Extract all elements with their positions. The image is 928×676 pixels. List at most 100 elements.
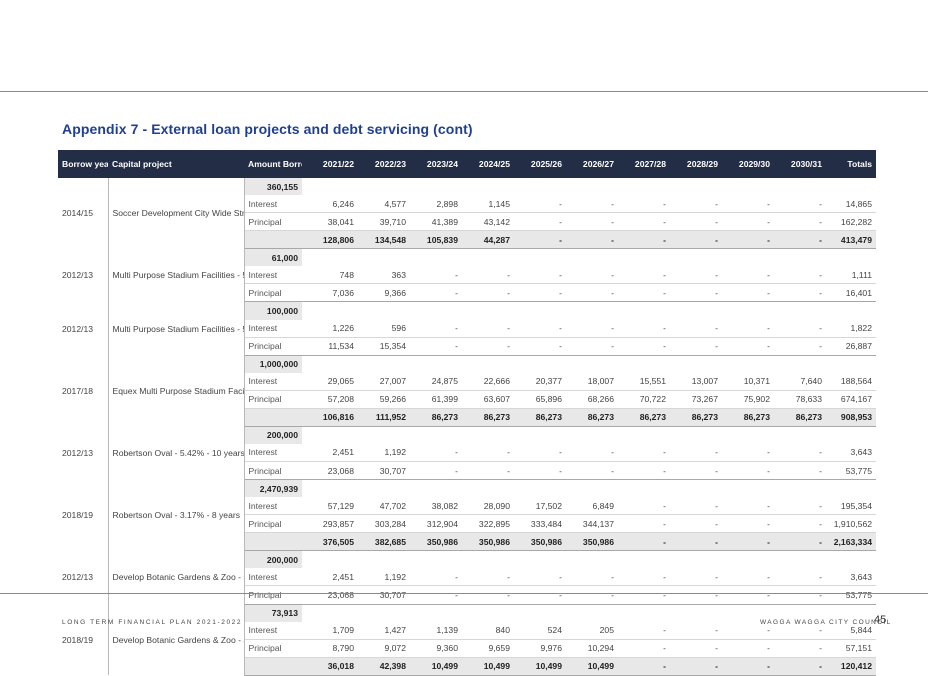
header-year-2028-29: 2028/29	[670, 150, 722, 178]
value-cell: 382,685	[358, 532, 410, 552]
empty-cell	[826, 249, 876, 267]
footer-document-title: LONG TERM FINANCIAL PLAN 2021-2022	[62, 619, 243, 626]
value-cell: 27,007	[358, 372, 410, 391]
amount-borrowed-cell: 100,000	[244, 301, 302, 320]
subtotal-label-cell	[244, 532, 302, 552]
empty-cell	[722, 178, 774, 195]
empty-cell	[462, 480, 514, 498]
value-cell: 312,904	[410, 514, 462, 534]
value-cell: 86,273	[410, 408, 462, 427]
subtotal-label-cell	[244, 230, 302, 250]
value-cell: 17,502	[514, 497, 566, 516]
empty-cell	[462, 178, 514, 195]
value-cell: -	[722, 337, 774, 356]
value-cell: 303,284	[358, 514, 410, 534]
value-cell: -	[514, 443, 566, 462]
value-cell: 10,371	[722, 372, 774, 391]
row-total-cell: 908,953	[826, 408, 876, 427]
value-cell: 10,499	[410, 657, 462, 676]
empty-cell	[410, 355, 462, 373]
value-cell: -	[566, 337, 618, 356]
empty-cell	[722, 302, 774, 320]
row-label-cell: Interest	[244, 195, 302, 214]
row-interest: Interest 748 363- - - - - - - -1,111	[58, 266, 876, 285]
empty-cell	[410, 302, 462, 320]
value-cell: -	[722, 266, 774, 285]
row-principal: Principal 8,790 9,072 9,360 9,659 9,976 10,294…	[58, 639, 876, 658]
header-totals: Totals	[826, 150, 876, 178]
value-cell: -	[722, 639, 774, 658]
value-cell: 840	[462, 621, 514, 640]
value-cell: -	[774, 443, 826, 462]
value-cell: 1,192	[358, 568, 410, 587]
header-year-2030-31: 2030/31	[774, 150, 826, 178]
value-cell: 205	[566, 621, 618, 640]
value-cell: 524	[514, 621, 566, 640]
value-cell: 15,551	[618, 372, 670, 391]
value-cell: 7,640	[774, 372, 826, 391]
borrow-year-cell: 2012/13	[58, 550, 109, 604]
row-label-cell: Interest	[244, 621, 302, 640]
value-cell: 47,702	[358, 497, 410, 516]
value-cell: 86,273	[670, 408, 722, 427]
value-cell: 22,666	[462, 372, 514, 391]
empty-cell	[358, 249, 410, 267]
value-cell: 41,389	[410, 212, 462, 232]
value-cell: -	[566, 266, 618, 285]
empty-cell	[722, 249, 774, 267]
header-year-2024-25: 2024/25	[462, 150, 514, 178]
value-cell: 59,266	[358, 390, 410, 409]
capital-project-cell: Equex Multi Purpose Stadium Facility - 3…	[108, 355, 245, 427]
value-cell: 29,065	[302, 372, 358, 391]
top-rule	[0, 91, 928, 92]
value-cell: 748	[302, 266, 358, 285]
value-cell: 24,875	[410, 372, 462, 391]
amount-borrowed-cell: 61,000	[244, 248, 302, 267]
value-cell: -	[618, 230, 670, 250]
capital-project-cell: Multi Purpose Stadium Facilities - 5.42%…	[108, 301, 245, 356]
empty-cell	[462, 302, 514, 320]
capital-project-cell: Develop Botanic Gardens & Zoo - 3.17% - …	[108, 604, 245, 676]
value-cell: -	[618, 497, 670, 516]
empty-cell	[670, 249, 722, 267]
value-cell: -	[618, 337, 670, 356]
empty-cell	[618, 302, 670, 320]
row-total-cell: 120,412	[826, 657, 876, 676]
empty-cell	[826, 480, 876, 498]
empty-cell	[566, 604, 618, 622]
value-cell: 42,398	[358, 657, 410, 676]
value-cell: 350,986	[410, 532, 462, 552]
value-cell: -	[670, 497, 722, 516]
value-cell: -	[410, 443, 462, 462]
empty-cell	[358, 604, 410, 622]
amount-borrowed-cell: 200,000	[244, 550, 302, 569]
value-cell: -	[722, 443, 774, 462]
value-cell: -	[722, 657, 774, 676]
row-total-cell: 195,354	[826, 497, 876, 516]
value-cell: 6,849	[566, 497, 618, 516]
value-cell: -	[462, 266, 514, 285]
value-cell: -	[722, 283, 774, 303]
value-cell: -	[514, 319, 566, 338]
empty-cell	[410, 178, 462, 195]
value-cell: -	[722, 621, 774, 640]
row-total-cell: 57,151	[826, 639, 876, 658]
row-total-cell: 1,822	[826, 319, 876, 338]
value-cell: -	[462, 319, 514, 338]
value-cell: 2,451	[302, 443, 358, 462]
value-cell: -	[774, 532, 826, 552]
amount-borrowed-cell: 1,000,000	[244, 355, 302, 373]
row-total-cell: 26,887	[826, 337, 876, 356]
bottom-rule	[0, 593, 928, 594]
row-total-cell: 162,282	[826, 212, 876, 232]
value-cell: -	[670, 319, 722, 338]
row-principal: Principal 293,857 303,284 312,904 322,895 333…	[58, 514, 876, 534]
row-principal: Principal 38,041 39,710 41,389 43,142- - - - - -1…	[58, 212, 876, 232]
value-cell: -	[514, 230, 566, 250]
value-cell: 6,246	[302, 195, 358, 214]
value-cell: -	[670, 585, 722, 605]
value-cell: -	[670, 266, 722, 285]
row-total-cell: 188,564	[826, 372, 876, 391]
